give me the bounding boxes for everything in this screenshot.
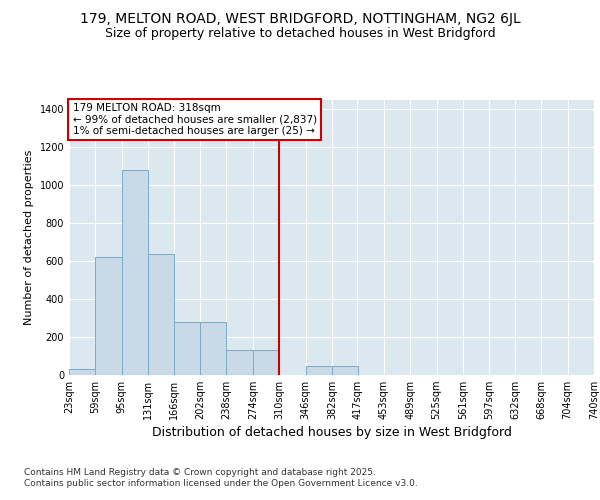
Text: Size of property relative to detached houses in West Bridgford: Size of property relative to detached ho… [104, 28, 496, 40]
Bar [148, 254, 175, 375]
Bar [174, 322, 200, 375]
Text: Contains HM Land Registry data © Crown copyright and database right 2025.
Contai: Contains HM Land Registry data © Crown c… [24, 468, 418, 487]
Bar [226, 350, 253, 375]
Bar [69, 370, 95, 375]
Bar [122, 170, 148, 375]
Bar [305, 366, 332, 375]
Text: 179, MELTON ROAD, WEST BRIDGFORD, NOTTINGHAM, NG2 6JL: 179, MELTON ROAD, WEST BRIDGFORD, NOTTIN… [80, 12, 520, 26]
Y-axis label: Number of detached properties: Number of detached properties [24, 150, 34, 325]
X-axis label: Distribution of detached houses by size in West Bridgford: Distribution of detached houses by size … [152, 426, 511, 440]
Bar [200, 322, 226, 375]
Text: 179 MELTON ROAD: 318sqm
← 99% of detached houses are smaller (2,837)
1% of semi-: 179 MELTON ROAD: 318sqm ← 99% of detache… [73, 103, 317, 136]
Bar [253, 350, 279, 375]
Bar [332, 366, 358, 375]
Bar [95, 258, 122, 375]
